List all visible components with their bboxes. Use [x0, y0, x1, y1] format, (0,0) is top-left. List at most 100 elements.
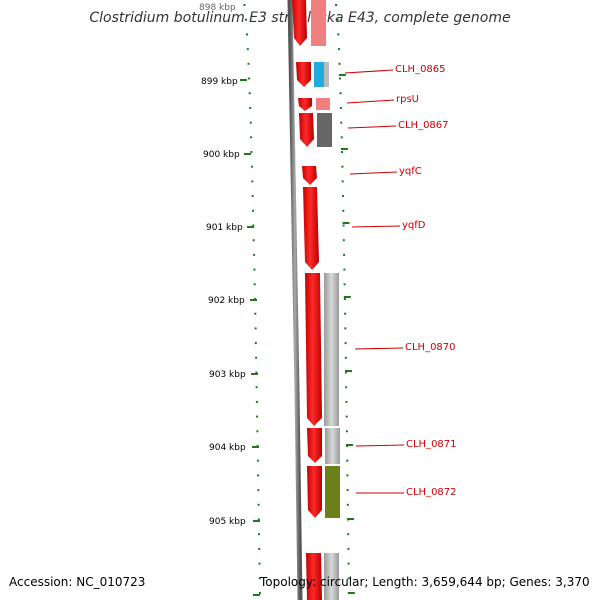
scale-dot [336, 18, 339, 21]
scale-dot [249, 106, 252, 109]
scale-dot [341, 151, 343, 153]
scale-dot [251, 195, 254, 198]
scale-dot [250, 151, 253, 153]
scale-dot [347, 562, 350, 565]
scale-dot [339, 92, 342, 95]
left-dotted-ring [243, 4, 261, 594]
tick-label-900: 900 kbp [203, 150, 240, 160]
gene-label-clh-0871: CLH_0871 [406, 439, 457, 450]
right-dotted-ring [335, 4, 355, 594]
scale-dot [346, 474, 349, 477]
leader-line [347, 125, 397, 129]
tick-mark [252, 446, 259, 448]
scale-dot [344, 356, 347, 359]
scale-dot [257, 503, 260, 506]
scale-dash [346, 444, 353, 446]
scale-dash [345, 370, 352, 372]
gene-label-yqfd: yqfD [402, 220, 426, 231]
accession-text: Accession: NC_010723 [9, 575, 146, 589]
scale-dot [345, 371, 347, 374]
scale-dot [246, 33, 248, 36]
gene-label-yqfc: yqfC [399, 166, 422, 177]
scale-dot [346, 489, 349, 492]
cds-arrow-clh-0865 [296, 62, 311, 87]
scale-dot [243, 4, 246, 6]
feature-block-clh-0870-gray [324, 273, 339, 426]
cds-arrow-yqfd [303, 187, 319, 270]
scale-dot [258, 592, 261, 594]
scale-dot [339, 106, 342, 109]
scale-dot [248, 92, 251, 95]
scale-dot [345, 415, 348, 418]
scale-dot [343, 253, 346, 256]
leader-line [346, 99, 395, 104]
gene-label-clh-0870: CLH_0870 [405, 342, 456, 353]
tick-label-905: 905 kbp [209, 517, 246, 527]
scale-dot [337, 33, 340, 36]
scale-dot [248, 77, 251, 80]
scale-dot [343, 298, 346, 300]
tick-mark [244, 153, 251, 155]
scale-dot [347, 547, 350, 550]
scale-dot [346, 459, 349, 462]
scale-dot [253, 268, 256, 271]
scale-dot [257, 489, 260, 492]
scale-dot [255, 371, 258, 374]
cds-arrow-clh-0871 [307, 428, 322, 463]
scale-dot [250, 136, 253, 139]
scale-dash [338, 74, 346, 76]
feature-block-clh-0867-darkgray [317, 113, 332, 147]
tick-mark [250, 299, 257, 301]
cds-arrow-clh-0872 [307, 466, 322, 518]
gene-label-rpsu: rpsU [396, 94, 419, 105]
scale-dot [345, 400, 348, 403]
scale-dot [247, 62, 250, 65]
scale-dash [347, 518, 354, 520]
scale-dot [341, 165, 344, 168]
scale-dot [335, 4, 338, 6]
tick-mark [253, 520, 260, 522]
gene-label-clh-0872: CLH_0872 [406, 487, 457, 498]
scale-dot [257, 474, 260, 477]
cds-ring [292, 0, 322, 600]
scale-dot [340, 136, 343, 139]
scale-dot [258, 577, 261, 580]
cds-arrow-clh-0867 [299, 113, 314, 147]
scale-dash [342, 222, 350, 224]
scale-dot [344, 342, 347, 345]
scale-ticks: 898 kbp 899 kbp 900 kbp 901 kbp 902 kbp … [199, 3, 260, 596]
scale-dot [253, 253, 256, 256]
scale-dot [245, 18, 247, 21]
feature-block-clh-0865-gray [324, 62, 329, 87]
tick-mark [253, 594, 260, 596]
scale-dot [338, 62, 341, 65]
leader-line [351, 225, 401, 228]
scale-dot [255, 356, 258, 359]
scale-dot [255, 386, 258, 389]
cds-arrow-rpsu [298, 98, 312, 111]
scale-dot [256, 459, 259, 462]
leader-line [355, 444, 405, 447]
feature-block-clh-0872-olive [325, 466, 340, 518]
scale-dot [254, 327, 257, 330]
tick-label-898-clipped: 898 kbp [199, 3, 236, 13]
scale-dot [251, 180, 254, 183]
feature-block-rpsu-pink [316, 98, 330, 110]
scale-dot [255, 400, 258, 403]
scale-dot [252, 224, 255, 227]
scale-dot [254, 312, 257, 315]
scale-dash [343, 296, 351, 298]
cds-arrow-clh-0870 [305, 273, 322, 426]
scale-dot [338, 48, 340, 51]
scale-dot [250, 165, 253, 168]
scale-dot [342, 224, 345, 227]
cds-arrow-top [292, 0, 307, 46]
feature-block-clh-0871-gray [325, 428, 340, 464]
feature-block-top-pink [311, 0, 326, 46]
scale-dot [254, 342, 257, 345]
scale-dash [347, 592, 355, 594]
scale-dot [343, 268, 346, 271]
feature-block-bottom-gray [324, 553, 339, 600]
scale-dot [256, 430, 259, 433]
